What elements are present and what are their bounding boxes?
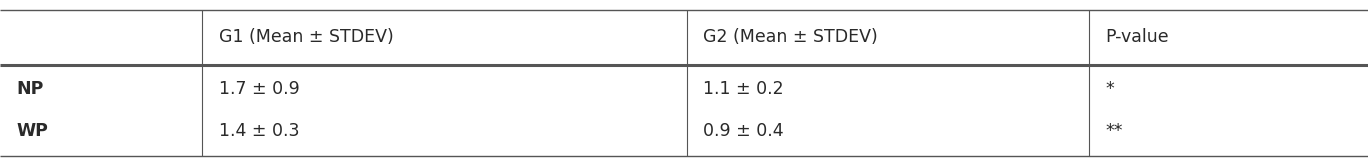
Text: 0.9 ± 0.4: 0.9 ± 0.4 bbox=[703, 122, 784, 140]
Text: WP: WP bbox=[16, 122, 48, 140]
Text: 1.4 ± 0.3: 1.4 ± 0.3 bbox=[219, 122, 300, 140]
Text: **: ** bbox=[1105, 122, 1123, 140]
Text: 1.1 ± 0.2: 1.1 ± 0.2 bbox=[703, 80, 784, 98]
Text: P-value: P-value bbox=[1105, 28, 1170, 46]
Text: *: * bbox=[1105, 80, 1114, 98]
Text: NP: NP bbox=[16, 80, 44, 98]
Text: G2 (Mean ± STDEV): G2 (Mean ± STDEV) bbox=[703, 28, 878, 46]
Text: G1 (Mean ± STDEV): G1 (Mean ± STDEV) bbox=[219, 28, 394, 46]
Text: 1.7 ± 0.9: 1.7 ± 0.9 bbox=[219, 80, 300, 98]
